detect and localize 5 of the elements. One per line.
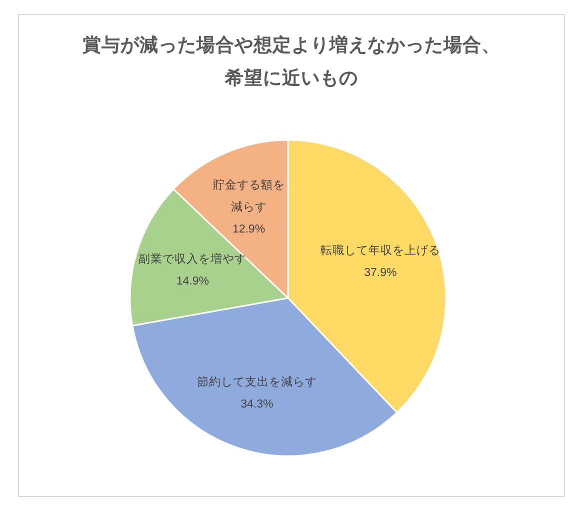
data-label: 貯金する額を減らす 12.9% [212,180,285,236]
data-label: 副業で収入を増やす 14.9% [138,253,247,288]
data-label: 節約して支出を減らす 34.3% [196,376,317,411]
data-label: 転職して年収を上げる 37.9% [320,245,440,280]
title: 賞与が減った場合や想定より増えなかった場合、希望に近いもの [82,34,500,88]
